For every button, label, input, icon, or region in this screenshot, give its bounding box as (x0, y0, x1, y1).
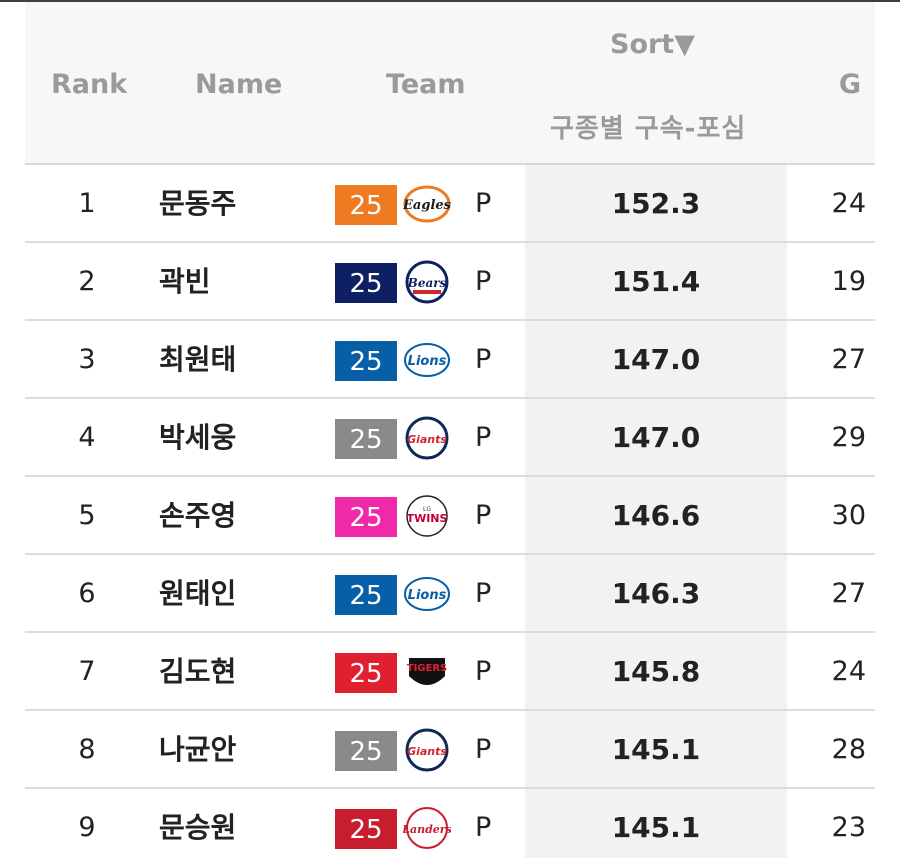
season-year-badge: 25 (335, 341, 397, 381)
sort-toggle[interactable]: Sort▼ (610, 29, 695, 60)
table-row[interactable]: 2 곽빈 25 Bears P 151.4 19 (25, 243, 875, 321)
player-name-link[interactable]: 곽빈 (159, 265, 211, 298)
giants-logo-icon: Giants (403, 414, 451, 462)
svg-text:Landers: Landers (403, 823, 451, 836)
fastball-velocity-cell: 145.1 (525, 711, 787, 787)
svg-text:TIGERS: TIGERS (407, 663, 447, 674)
svg-text:Lions: Lions (408, 588, 447, 603)
svg-text:Giants: Giants (407, 433, 447, 446)
games-cell: 24 (831, 188, 866, 219)
position-cell: P (475, 188, 492, 219)
season-year-badge: 25 (335, 809, 397, 849)
table-row[interactable]: 3 최원태 25 Lions P 147.0 27 (25, 321, 875, 399)
column-header-fastball-velocity[interactable]: 구종별 구속-포심 (550, 114, 747, 144)
rank-cell: 9 (78, 812, 96, 843)
player-name-link[interactable]: 원태인 (159, 577, 237, 610)
svg-text:Giants: Giants (407, 745, 447, 758)
games-cell: 28 (831, 734, 866, 765)
top-border (0, 0, 900, 2)
table-header: Rank Name Team Sort▼ 구종별 구속-포심 G (25, 2, 875, 165)
position-cell: P (475, 734, 492, 765)
table-row[interactable]: 7 김도현 25 TIGERS P 145.8 24 (25, 633, 875, 711)
giants-logo-icon: Giants (403, 726, 451, 774)
season-year-badge: 25 (335, 731, 397, 771)
rank-cell: 3 (78, 344, 96, 375)
fastball-velocity-cell: 146.3 (525, 555, 787, 631)
twins-logo-icon: LG TWINS (403, 492, 451, 540)
column-header-rank[interactable]: Rank (51, 69, 128, 100)
svg-text:Bears: Bears (407, 276, 447, 290)
player-name-link[interactable]: 손주영 (159, 499, 237, 532)
season-year-badge: 25 (335, 497, 397, 537)
eagles-logo-icon: Eagles (402, 180, 452, 228)
table-row[interactable]: 1 문동주 25 Eagles P 152.3 24 (25, 165, 875, 243)
games-cell: 27 (831, 578, 866, 609)
rank-cell: 8 (78, 734, 96, 765)
tigers-logo-icon: TIGERS (403, 648, 451, 696)
fastball-velocity-cell: 146.6 (525, 477, 787, 553)
svg-text:LG: LG (423, 506, 431, 513)
player-name-link[interactable]: 김도현 (159, 655, 237, 688)
player-name-link[interactable]: 문동주 (159, 187, 237, 220)
table-row[interactable]: 9 문승원 25 Landers P 145.1 23 (25, 789, 875, 858)
table-row[interactable]: 5 손주영 25 LG TWINS P 146.6 30 (25, 477, 875, 555)
position-cell: P (475, 656, 492, 687)
position-cell: P (475, 344, 492, 375)
games-cell: 23 (831, 812, 866, 843)
table-row[interactable]: 8 나균안 25 Giants P 145.1 28 (25, 711, 875, 789)
position-cell: P (475, 812, 492, 843)
svg-text:Lions: Lions (408, 354, 447, 369)
games-cell: 30 (831, 500, 866, 531)
fastball-velocity-cell: 145.8 (525, 633, 787, 709)
rank-cell: 1 (78, 188, 96, 219)
season-year-badge: 25 (335, 575, 397, 615)
position-cell: P (475, 578, 492, 609)
column-header-name[interactable]: Name (195, 69, 283, 100)
fastball-velocity-cell: 151.4 (525, 243, 787, 319)
season-year-badge: 25 (335, 185, 397, 225)
player-name-link[interactable]: 최원태 (159, 343, 237, 376)
player-name-link[interactable]: 문승원 (159, 811, 237, 844)
games-cell: 24 (831, 656, 866, 687)
player-name-link[interactable]: 박세웅 (159, 421, 237, 454)
column-header-team[interactable]: Team (386, 69, 466, 100)
season-year-badge: 25 (335, 419, 397, 459)
fastball-velocity-cell: 147.0 (525, 399, 787, 475)
lions-logo-icon: Lions (403, 336, 451, 384)
position-cell: P (475, 422, 492, 453)
right-margin (875, 2, 900, 858)
position-cell: P (475, 500, 492, 531)
position-cell: P (475, 266, 492, 297)
season-year-badge: 25 (335, 263, 397, 303)
games-cell: 19 (831, 266, 866, 297)
column-header-games[interactable]: G (838, 69, 861, 100)
rank-cell: 7 (78, 656, 96, 687)
fastball-velocity-cell: 147.0 (525, 321, 787, 397)
svg-text:Eagles: Eagles (403, 198, 451, 213)
landers-logo-icon: Landers (401, 804, 452, 852)
lions-logo-icon: Lions (403, 570, 451, 618)
bears-logo-icon: Bears (403, 258, 451, 306)
table-row[interactable]: 4 박세웅 25 Giants P 147.0 29 (25, 399, 875, 477)
svg-text:TWINS: TWINS (407, 512, 448, 525)
ranking-table: Rank Name Team Sort▼ 구종별 구속-포심 G 1 문동주 25 E… (25, 2, 875, 858)
table-row[interactable]: 6 원태인 25 Lions P 146.3 27 (25, 555, 875, 633)
fastball-velocity-cell: 152.3 (525, 165, 787, 241)
fastball-velocity-cell: 145.1 (525, 789, 787, 858)
rank-cell: 4 (78, 422, 96, 453)
rank-cell: 2 (78, 266, 96, 297)
rank-cell: 6 (78, 578, 96, 609)
games-cell: 27 (831, 344, 866, 375)
games-cell: 29 (831, 422, 866, 453)
rank-cell: 5 (78, 500, 96, 531)
season-year-badge: 25 (335, 653, 397, 693)
left-margin (0, 2, 25, 858)
player-name-link[interactable]: 나균안 (159, 733, 237, 766)
